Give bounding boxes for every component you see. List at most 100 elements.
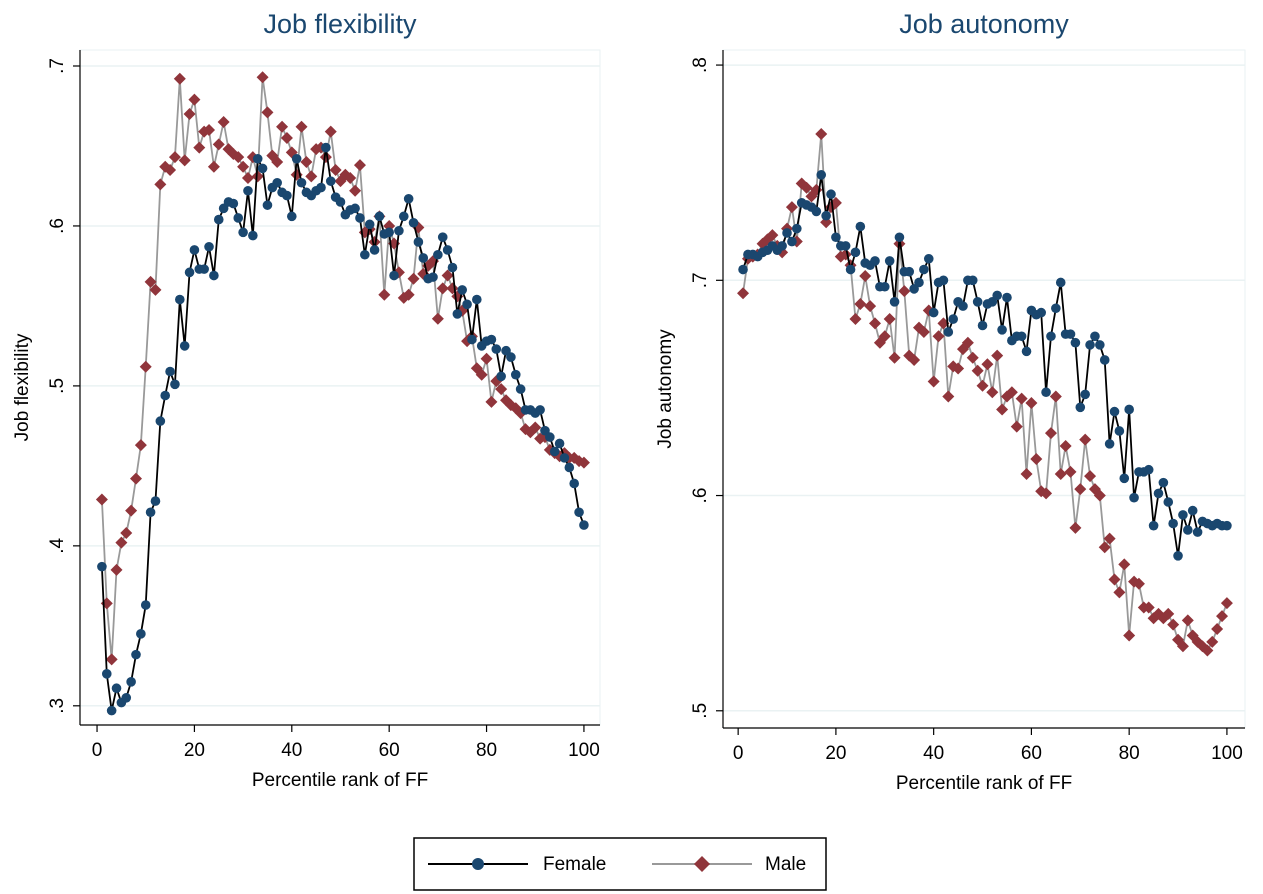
marker — [165, 366, 175, 377]
marker — [972, 297, 983, 307]
marker — [462, 299, 472, 310]
marker — [923, 253, 934, 264]
marker — [228, 198, 239, 209]
marker — [241, 171, 254, 184]
marker — [992, 290, 1002, 301]
marker — [155, 416, 166, 426]
marker — [1016, 331, 1027, 342]
marker — [1206, 635, 1219, 648]
marker — [150, 496, 161, 506]
marker — [1168, 518, 1178, 529]
marker — [845, 264, 856, 275]
marker — [928, 307, 939, 318]
marker — [831, 232, 841, 243]
y-tick-label: .5 — [47, 378, 68, 394]
marker — [189, 245, 200, 255]
marker — [111, 683, 122, 694]
marker — [204, 241, 214, 252]
marker — [134, 439, 147, 452]
marker — [413, 237, 424, 247]
marker — [431, 312, 444, 325]
marker — [364, 219, 375, 230]
marker — [1098, 541, 1111, 554]
marker — [251, 170, 264, 183]
marker — [854, 297, 867, 310]
marker — [233, 213, 244, 223]
marker — [467, 334, 477, 345]
marker — [826, 189, 836, 200]
marker — [1181, 614, 1194, 627]
marker — [262, 200, 273, 210]
marker — [175, 294, 185, 305]
marker — [408, 217, 419, 228]
marker — [864, 300, 877, 313]
marker — [1099, 355, 1110, 365]
x-tick-label: 40 — [923, 743, 944, 764]
marker — [491, 344, 502, 354]
x-tick-label: 60 — [379, 740, 400, 761]
marker — [105, 653, 118, 666]
marker — [569, 478, 579, 489]
marker — [129, 472, 142, 485]
chart-title: Job flexibility — [263, 9, 417, 39]
marker — [1069, 521, 1082, 534]
marker — [577, 456, 590, 469]
marker — [908, 353, 921, 366]
marker — [579, 520, 589, 530]
marker — [991, 349, 1004, 362]
marker — [938, 275, 949, 286]
marker — [472, 294, 482, 305]
marker — [485, 395, 498, 408]
marker — [917, 325, 930, 338]
marker — [243, 185, 253, 196]
marker — [738, 264, 748, 275]
marker — [1108, 573, 1121, 586]
marker — [282, 190, 292, 201]
marker — [184, 267, 195, 278]
marker — [389, 270, 399, 281]
marker — [1015, 392, 1028, 405]
panel: .3 .4 .5 .6 .7 0 20 40 60 80 100 Job flexibility Per… — [12, 9, 601, 791]
y-tick-label: .7 — [47, 58, 68, 74]
y-tick-label: .7 — [690, 272, 711, 288]
marker — [121, 693, 132, 703]
marker — [811, 206, 822, 217]
y-axis-label: Job flexibility — [12, 333, 33, 441]
marker — [1153, 488, 1164, 499]
marker — [1041, 387, 1051, 398]
marker — [878, 330, 891, 343]
marker — [374, 211, 385, 222]
marker — [1070, 337, 1081, 348]
y-tick-label: .8 — [690, 57, 711, 73]
marker — [559, 453, 570, 463]
marker — [1143, 464, 1154, 475]
marker — [737, 287, 750, 300]
marker — [888, 351, 901, 364]
marker — [286, 211, 297, 222]
marker — [976, 379, 989, 392]
marker — [1211, 622, 1224, 635]
marker — [1064, 465, 1077, 478]
marker — [217, 115, 230, 128]
marker — [879, 281, 890, 292]
marker — [961, 336, 974, 349]
marker — [1010, 420, 1023, 433]
marker — [943, 327, 954, 337]
marker — [855, 221, 866, 232]
legend-marker — [694, 856, 710, 872]
x-tick-label: 80 — [1119, 743, 1140, 764]
marker — [1055, 277, 1066, 288]
marker — [1129, 492, 1139, 503]
marker — [125, 504, 138, 517]
marker — [378, 288, 391, 301]
marker — [1049, 390, 1062, 403]
marker — [1085, 340, 1095, 350]
marker — [932, 330, 945, 343]
marker — [1104, 439, 1115, 449]
x-tick-label: 0 — [733, 743, 744, 764]
marker — [1002, 292, 1012, 303]
marker — [394, 225, 404, 236]
marker — [403, 193, 414, 204]
marker — [173, 72, 186, 85]
